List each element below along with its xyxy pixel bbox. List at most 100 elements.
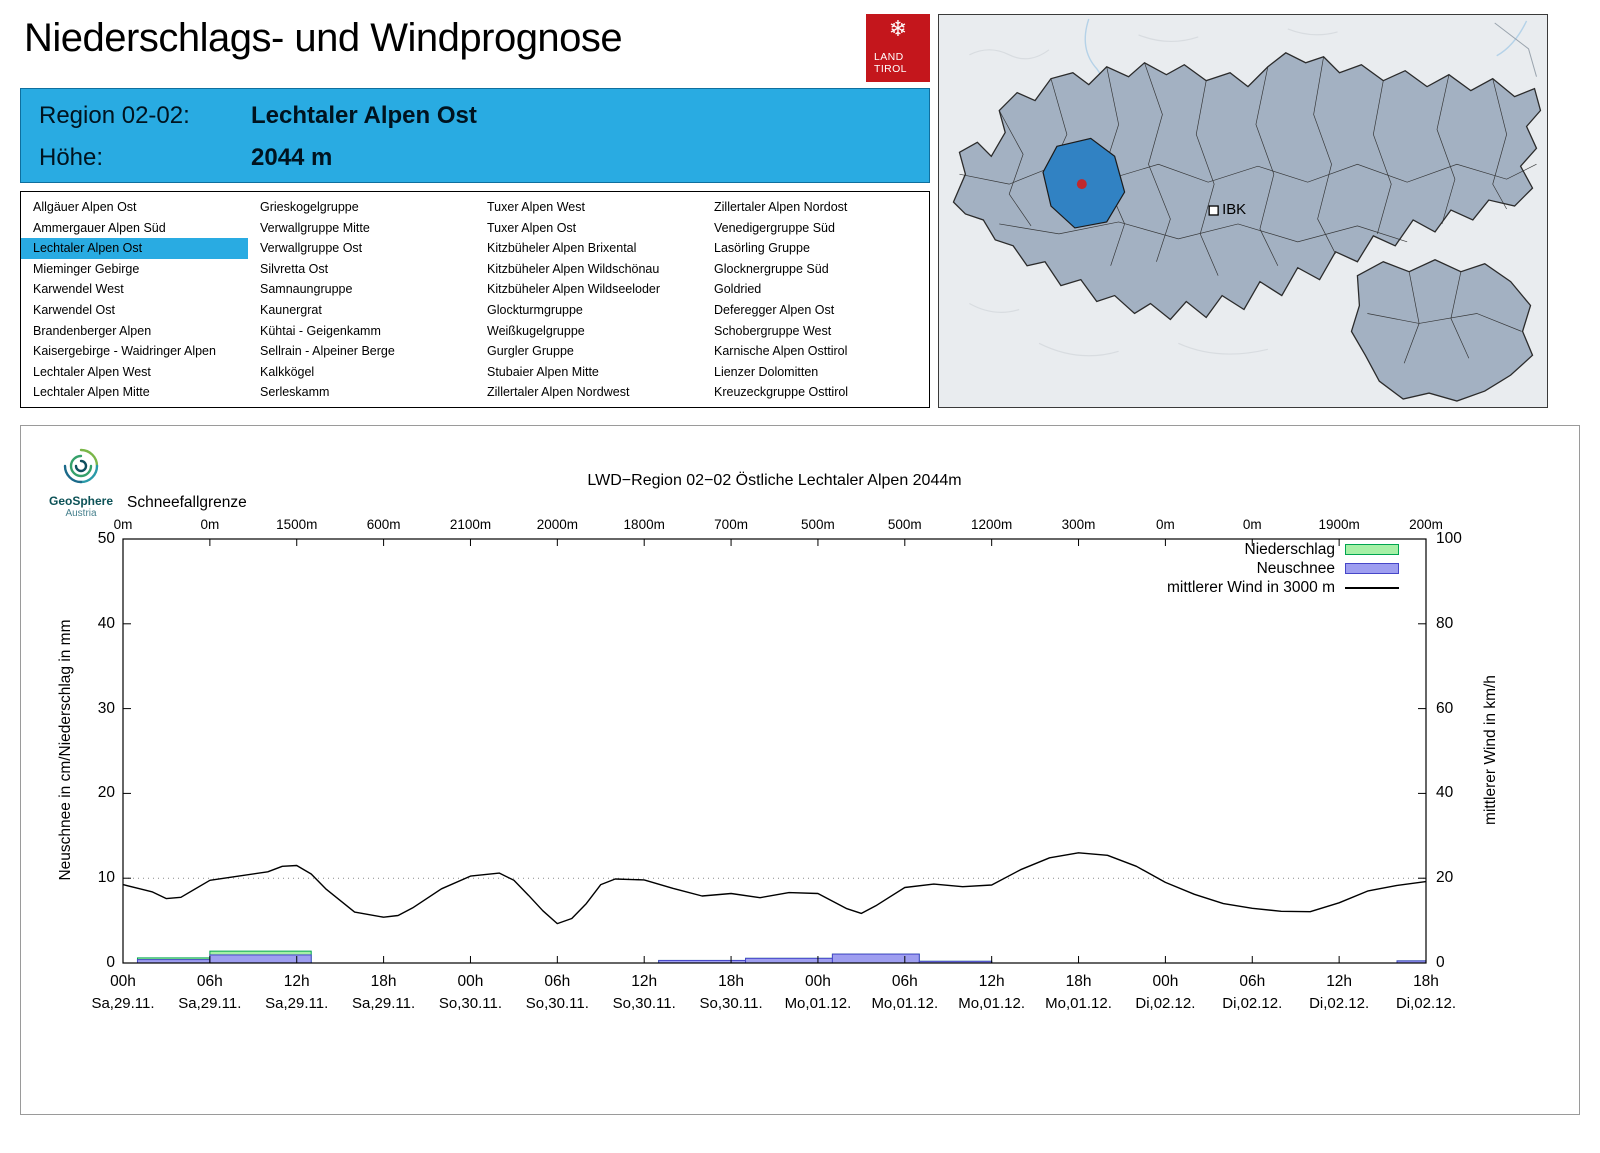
region-list-item[interactable]: Venedigergruppe Süd — [714, 220, 835, 235]
region-list-item[interactable]: Gurgler Gruppe — [487, 344, 574, 359]
region-list-item[interactable]: Brandenberger Alpen — [33, 323, 152, 338]
region-list-item[interactable]: Kaunergrat — [260, 302, 322, 317]
region-list-item[interactable]: Glocknergruppe Süd — [714, 261, 829, 276]
plot-svg — [122, 538, 1427, 964]
snowline-title: Schneefallgrenze — [127, 494, 247, 511]
region-list-column: Tuxer Alpen West Tuxer Alpen Ost Kitzbühel… — [475, 197, 702, 407]
neuschnee-bar — [831, 953, 920, 964]
geosphere-logo-name: GeoSphere — [48, 494, 114, 508]
region-list-item[interactable]: Tuxer Alpen Ost — [487, 220, 577, 235]
map-region-borders — [959, 56, 1537, 276]
region-list-item[interactable]: Lechtaler Alpen Mitte — [33, 385, 150, 400]
snowline-value-label: 1900m — [1318, 517, 1360, 532]
x-axis-time-label: 18h — [718, 973, 744, 990]
land-logo-line2: TIROL — [874, 63, 907, 76]
x-axis-date-label: Di,02.12. — [1309, 995, 1370, 1012]
snowline-value-label: 0m — [1242, 517, 1262, 532]
x-axis-date-label: So,30.11. — [438, 995, 502, 1012]
region-list-item[interactable]: Karwendel West — [33, 282, 124, 297]
region-list-item[interactable]: Zillertaler Alpen Nordwest — [487, 385, 630, 400]
region-list-item[interactable]: Weißkugelgruppe — [487, 323, 585, 338]
map-border-decor — [1494, 22, 1537, 77]
snowline-value-label: 700m — [714, 517, 748, 532]
x-axis-time-label: 12h — [1326, 973, 1353, 990]
x-axis-date-label: Mo,01.12. — [958, 995, 1026, 1012]
altitude-value: 2044 m — [251, 144, 333, 171]
region-list-item[interactable]: Kitzbüheler Alpen Wildseeloder — [487, 282, 661, 297]
x-axis-date-label: Sa,29.11. — [265, 995, 329, 1012]
region-list-item[interactable]: Kalkkögel — [260, 364, 315, 379]
region-list-item[interactable]: Grieskogelgruppe — [260, 200, 359, 214]
map-selected-region-dot — [1076, 179, 1087, 190]
region-list-item[interactable]: Karwendel Ost — [33, 302, 115, 317]
snowflake-icon: ❄ — [888, 16, 908, 41]
map-region-area-north-tirol[interactable] — [952, 52, 1542, 321]
region-list-item[interactable]: Lasörling Gruppe — [714, 241, 810, 256]
neuschnee-bar — [745, 957, 833, 964]
page-title: Niederschlags- und Windprognose — [24, 16, 623, 60]
region-list-item[interactable]: Kühtai - Geigenkamm — [260, 323, 381, 338]
region-list-item[interactable]: Kitzbüheler Alpen Brixental — [487, 241, 637, 256]
x-axis-time-label: 06h — [196, 973, 223, 990]
tirol-map: IBK — [938, 14, 1548, 408]
region-list-column: Allgäuer Alpen Ost Ammergauer Alpen Süd Le… — [21, 197, 248, 407]
region-list-item[interactable]: Verwallgruppe Mitte — [260, 220, 370, 235]
x-axis-date-label: Sa,29.11. — [352, 995, 416, 1012]
y-axis-right-tick-label: 20 — [1436, 869, 1454, 887]
region-list-item[interactable]: Kitzbüheler Alpen Wildschönau — [487, 261, 660, 276]
region-list-item[interactable]: Zillertaler Alpen Nordost — [714, 200, 848, 214]
region-list-item[interactable]: Schobergruppe West — [714, 323, 832, 338]
region-list-item[interactable]: Karnische Alpen Osttirol — [714, 344, 848, 359]
region-list-item[interactable]: Sellrain - Alpeiner Berge — [260, 344, 395, 359]
y-axis-left-tick-label: 20 — [97, 784, 115, 802]
y-axis-left-tick-label: 30 — [97, 699, 115, 717]
snowline-value-label: 1200m — [971, 517, 1013, 532]
region-label: Region 02-02: — [39, 102, 190, 129]
region-list-item[interactable]: Samnaungruppe — [260, 282, 353, 297]
map-region-area-east-tirol[interactable] — [1350, 259, 1534, 402]
region-list-item[interactable]: Glockturmgruppe — [487, 302, 583, 317]
x-axis-time-label: 12h — [978, 973, 1005, 990]
region-value: Lechtaler Alpen Ost — [251, 102, 477, 129]
legend-row: Neuschnee — [1257, 560, 1399, 577]
x-axis-time-label: 00h — [1152, 973, 1179, 990]
snowline-value-label: 0m — [113, 517, 133, 532]
x-axis-date-label: Mo,01.12. — [784, 995, 852, 1012]
region-list-item[interactable]: Lechtaler Alpen West — [33, 364, 151, 379]
region-list-item[interactable]: Tuxer Alpen West — [487, 200, 585, 214]
snowline-value-label: 0m — [1156, 517, 1175, 532]
x-axis-date-label: So,30.11. — [525, 995, 589, 1012]
region-list-item[interactable]: Verwallgruppe Ost — [260, 241, 363, 256]
x-axis-time-label: 00h — [804, 973, 831, 990]
x-axis-date-label: So,30.11. — [612, 995, 676, 1012]
snowline-value-label: 1800m — [623, 517, 665, 532]
x-axis-date-label: Sa,29.11. — [91, 995, 155, 1012]
neuschnee-bar — [209, 954, 312, 964]
x-axis-time-label: 00h — [457, 973, 484, 990]
region-list-item[interactable]: Kreuzeckgruppe Osttirol — [714, 385, 849, 400]
region-list-item[interactable]: Deferegger Alpen Ost — [714, 302, 835, 317]
region-list-item[interactable]: Lechtaler Alpen Ost — [21, 238, 248, 259]
geosphere-logo: GeoSphere Austria — [35, 444, 127, 519]
x-axis-date-label: Di,02.12. — [1135, 995, 1196, 1012]
chart-panel: GeoSphere Austria LWD−Region 02−02 Östli… — [20, 425, 1580, 1115]
region-list-column: Zillertaler Alpen Nordost Venedigergruppe… — [702, 197, 929, 407]
region-list-item[interactable]: Mieminger Gebirge — [33, 261, 140, 276]
region-list-item[interactable]: Stubaier Alpen Mitte — [487, 364, 599, 379]
region-list-item[interactable]: Lienzer Dolomitten — [714, 364, 819, 379]
snowline-value-label: 2100m — [449, 517, 492, 532]
region-list-item[interactable]: Kaisergebirge - Waidringer Alpen — [33, 344, 216, 359]
snowline-value-label: 500m — [801, 517, 835, 532]
region-list-item[interactable]: Allgäuer Alpen Ost — [33, 200, 137, 214]
region-list-item[interactable]: Serleskamm — [260, 385, 330, 400]
region-list-item[interactable]: Goldried — [714, 282, 762, 297]
x-axis-date-label: Di,02.12. — [1395, 995, 1457, 1012]
wind-line — [122, 852, 1427, 925]
x-axis-time-label: 18h — [1413, 973, 1439, 990]
region-list-item[interactable]: Ammergauer Alpen Süd — [33, 220, 166, 235]
y-axis-right-tick-label: 60 — [1436, 699, 1454, 717]
y-axis-right-tick-label: 40 — [1436, 784, 1454, 802]
region-list-item[interactable]: Silvretta Ost — [260, 261, 329, 276]
snowline-value-label: 2000m — [536, 517, 578, 532]
x-axis-time-label: 06h — [544, 973, 571, 990]
